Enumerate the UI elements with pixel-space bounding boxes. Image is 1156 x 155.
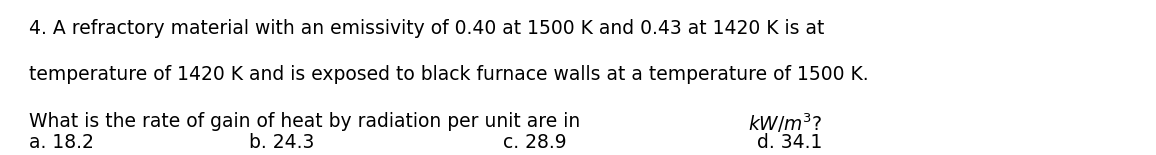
Text: c. 28.9: c. 28.9	[503, 133, 566, 152]
Text: $\mathit{kW/m}^3$?: $\mathit{kW/m}^3$?	[748, 112, 822, 135]
Text: b. 24.3: b. 24.3	[249, 133, 314, 152]
Text: a. 18.2: a. 18.2	[29, 133, 94, 152]
Text: What is the rate of gain of heat by radiation per unit are in: What is the rate of gain of heat by radi…	[29, 112, 586, 131]
Text: d. 34.1: d. 34.1	[757, 133, 823, 152]
Text: temperature of 1420 K and is exposed to black furnace walls at a temperature of : temperature of 1420 K and is exposed to …	[29, 65, 868, 84]
Text: 4. A refractory material with an emissivity of 0.40 at 1500 K and 0.43 at 1420 K: 4. A refractory material with an emissiv…	[29, 19, 824, 38]
